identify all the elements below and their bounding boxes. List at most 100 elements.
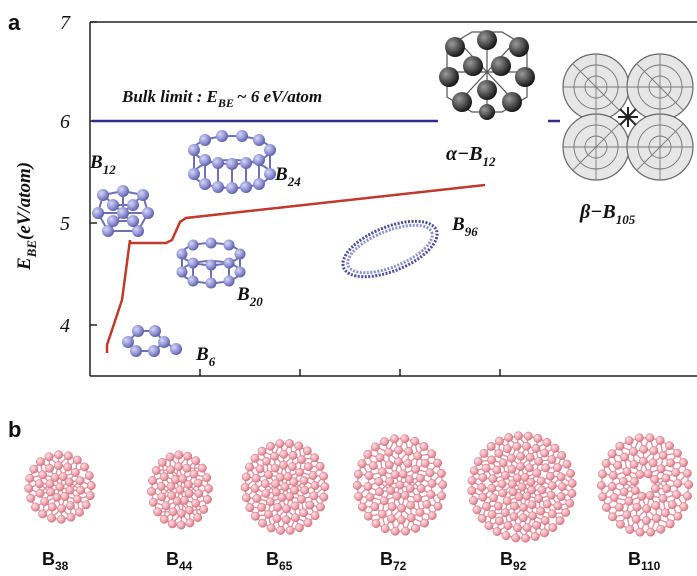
atom (500, 470, 510, 480)
atom (305, 500, 315, 510)
svg-text:EBE(eV/atom): EBE(eV/atom) (14, 162, 39, 271)
atom (148, 476, 157, 486)
y-tick-6: 6 (60, 111, 70, 133)
cluster-label-b110: B110 (628, 549, 661, 573)
atom (494, 448, 504, 458)
b12-cluster-image (92, 185, 154, 237)
atom (290, 513, 300, 523)
atom (266, 523, 276, 533)
atom (403, 458, 413, 468)
atom (401, 526, 410, 536)
atom (273, 502, 283, 512)
atom (531, 444, 541, 453)
atom (643, 469, 653, 479)
atom (299, 476, 309, 486)
atom (661, 473, 671, 483)
atom (276, 525, 285, 535)
atom (469, 466, 479, 476)
atom (620, 452, 630, 462)
atom (363, 482, 373, 491)
atom (299, 508, 309, 518)
atom (397, 503, 407, 513)
atom (380, 437, 389, 447)
atom (561, 507, 571, 517)
atom (172, 496, 182, 506)
atom (252, 493, 262, 503)
atom (522, 491, 532, 501)
atom (250, 483, 260, 493)
atom (364, 471, 374, 481)
atom (665, 519, 675, 529)
atom (645, 433, 655, 443)
atom (260, 479, 270, 489)
atom (534, 494, 544, 504)
atom (387, 502, 397, 512)
atom (472, 505, 482, 515)
atom (467, 476, 477, 486)
atom (45, 479, 55, 489)
atom (488, 474, 498, 484)
atom (375, 453, 385, 463)
atom (413, 493, 423, 503)
y-label-tail: (eV/atom) (14, 162, 35, 240)
atom (363, 511, 373, 521)
atom (651, 513, 661, 523)
atom (542, 437, 552, 447)
y-axis-label: EBE(eV/atom) (14, 162, 39, 271)
atom (63, 451, 73, 461)
cluster-label-b72: B72 (380, 549, 407, 573)
cluster-b44-image (147, 450, 213, 530)
atom (365, 492, 375, 502)
atom (86, 481, 96, 491)
atom (156, 482, 166, 491)
atom (390, 526, 400, 536)
atom (167, 519, 177, 529)
atom (265, 497, 275, 507)
atom (183, 480, 193, 489)
atom (639, 444, 649, 454)
atom (405, 483, 415, 493)
atom (390, 434, 399, 444)
atom (44, 452, 54, 462)
atom (203, 494, 212, 504)
cluster-b38-image (24, 450, 96, 524)
atom (377, 467, 387, 477)
atom (377, 509, 387, 519)
atom (641, 516, 651, 526)
bulk-limit-label: Bulk limit : EBE ~ 6 eV/atom (121, 87, 322, 110)
atom (390, 470, 400, 480)
atom (66, 512, 76, 522)
atom (619, 487, 629, 497)
atom (257, 502, 267, 512)
atom (504, 433, 514, 442)
atom (354, 492, 364, 501)
atom (25, 473, 35, 483)
atom (566, 469, 576, 478)
atom (174, 450, 184, 460)
atom (47, 513, 57, 523)
atom (494, 516, 504, 526)
atom (527, 500, 537, 510)
atom (178, 474, 188, 484)
atom (166, 465, 175, 475)
atom (415, 473, 425, 483)
atom (30, 502, 40, 512)
y-label-main: E (14, 257, 35, 271)
atom (477, 482, 487, 492)
atom (396, 515, 406, 525)
y-tick-labels: 7 6 5 4 (60, 12, 71, 337)
atom (607, 449, 617, 459)
atom (523, 431, 533, 441)
atom (645, 491, 655, 500)
atom (524, 463, 534, 473)
atom (660, 508, 670, 518)
atom (542, 499, 552, 509)
atom (502, 444, 512, 454)
atom (673, 479, 683, 488)
atom (300, 485, 310, 495)
atom (436, 469, 446, 478)
atom (625, 525, 635, 535)
atom (400, 490, 410, 500)
panel-a-letter: a (8, 10, 21, 35)
